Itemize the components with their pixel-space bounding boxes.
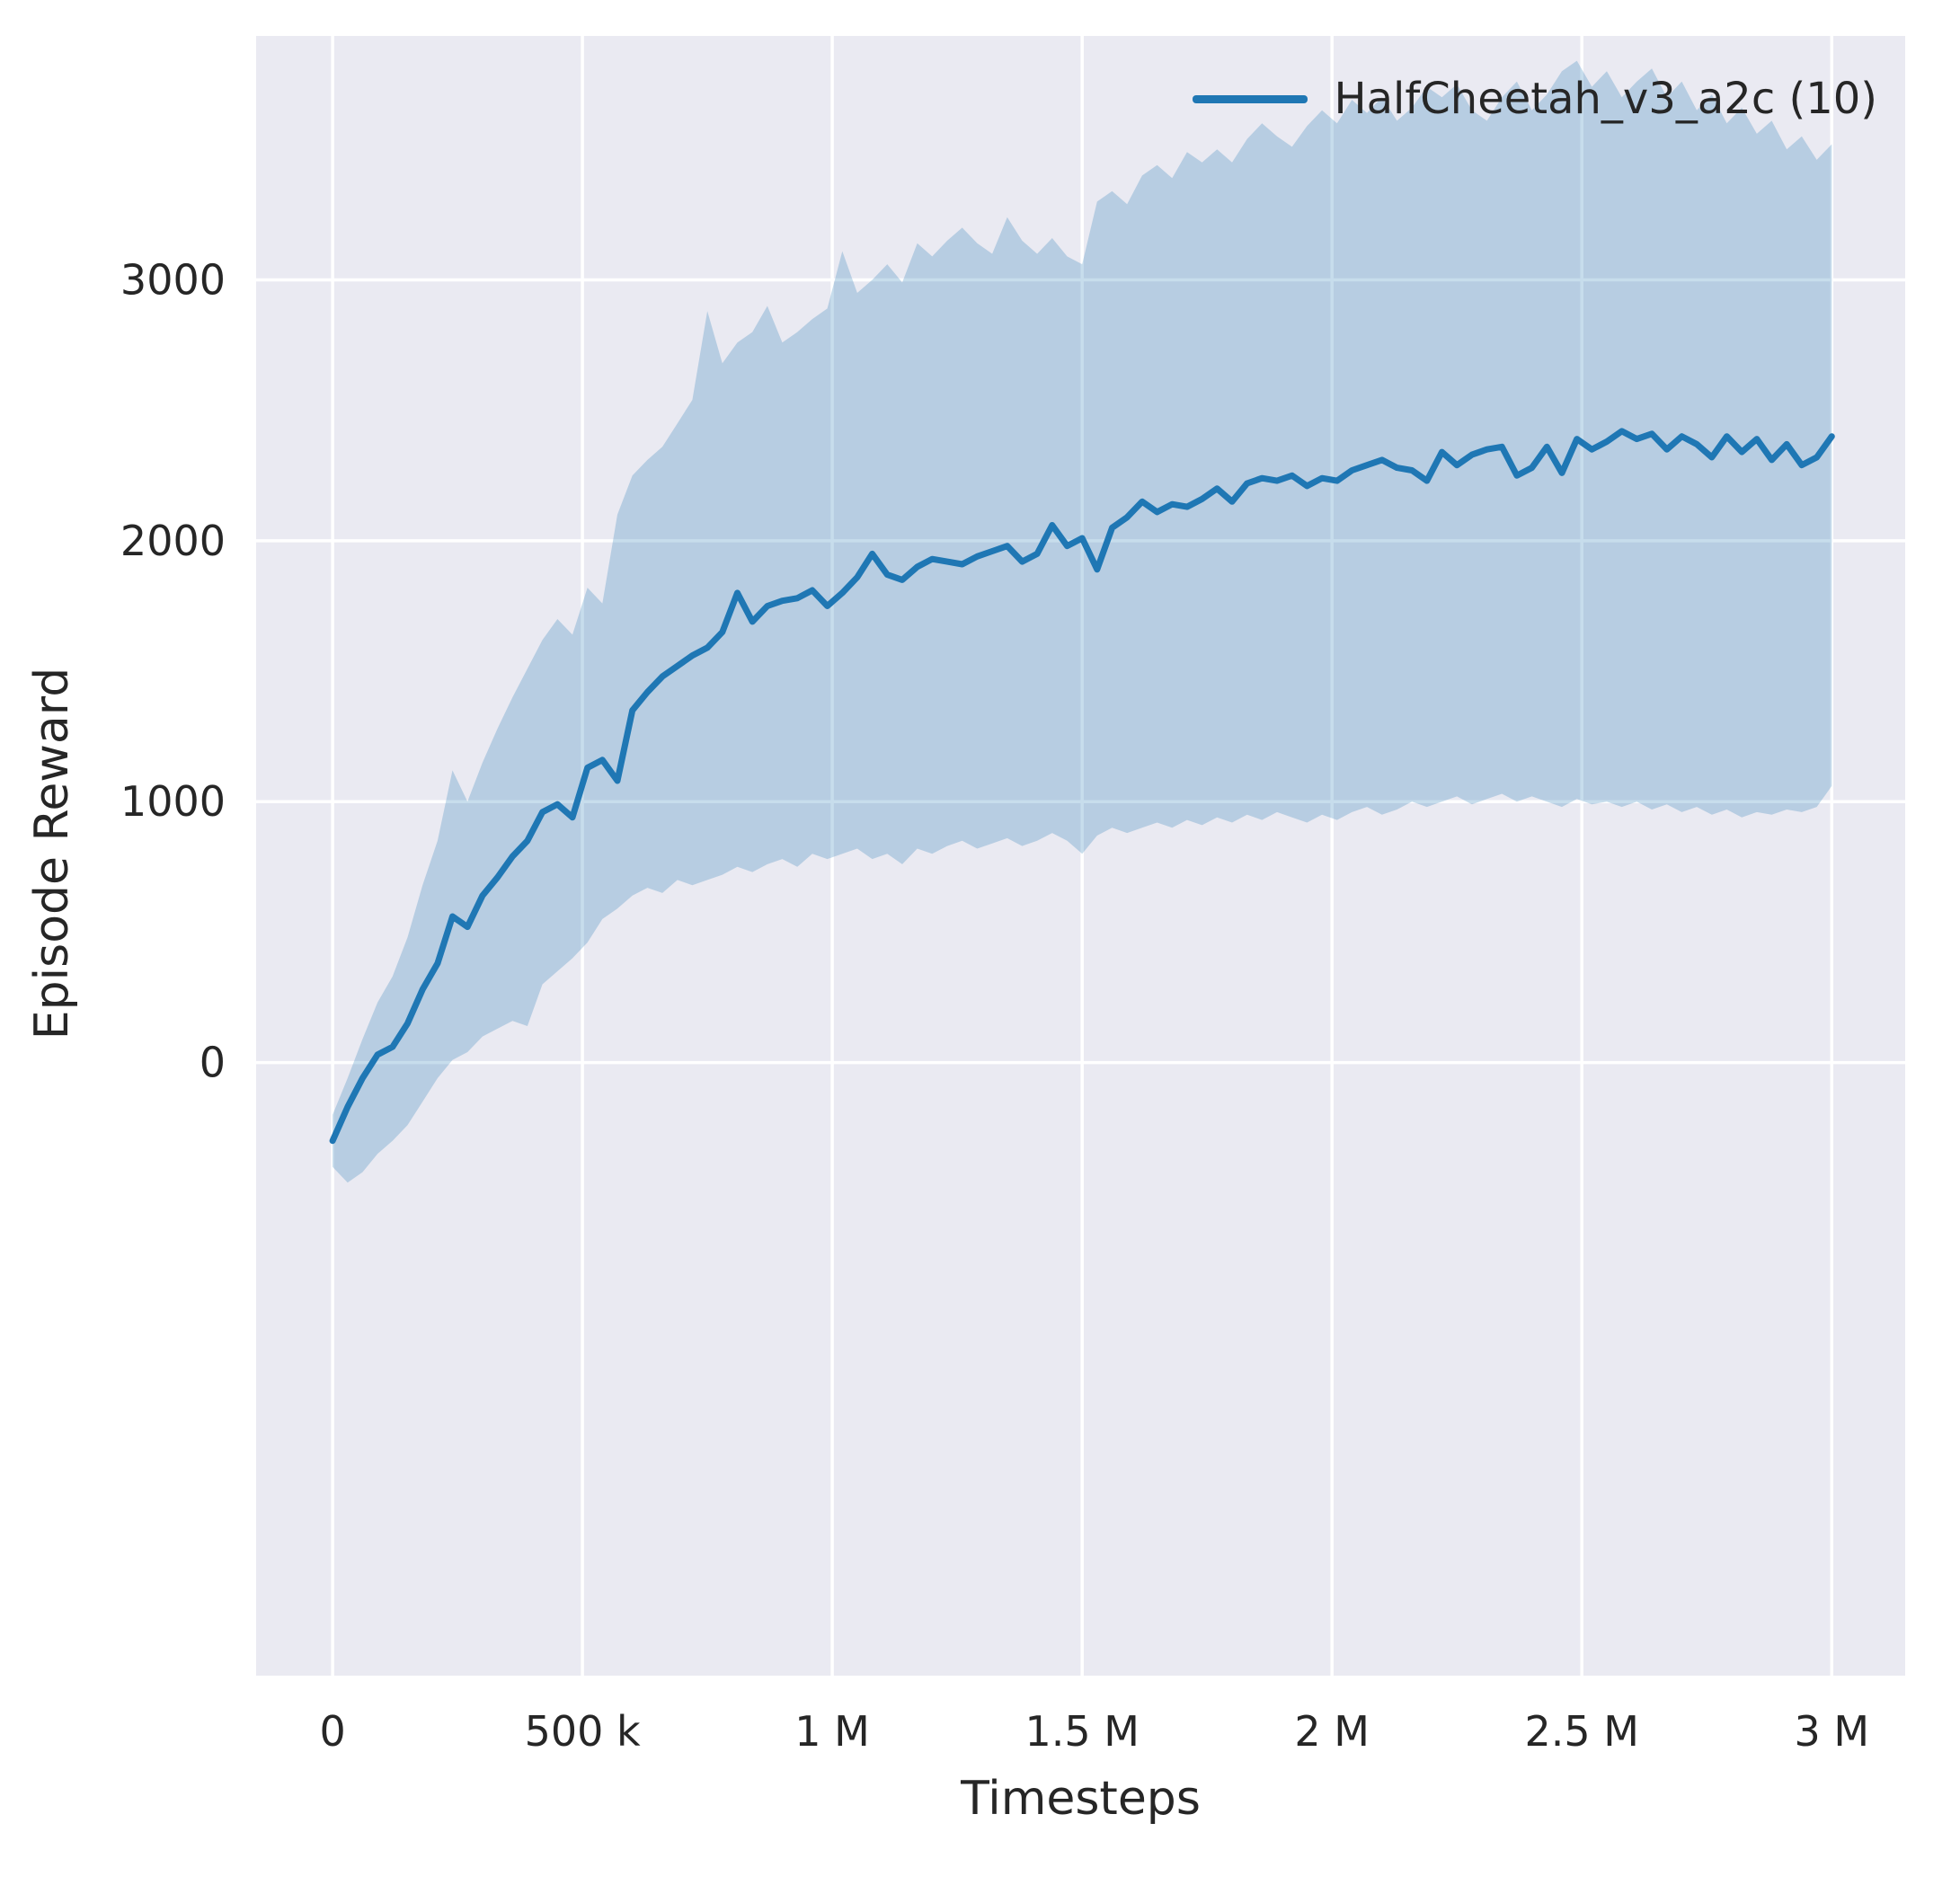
mean-line (329, 428, 1835, 1145)
x-tick-label: 2 M (1294, 1707, 1370, 1756)
confidence-band (333, 60, 1832, 1183)
y-tick-label: 2000 (120, 517, 226, 565)
y-tick-label: 0 (200, 1039, 226, 1087)
x-axis-label: Timesteps (961, 1772, 1201, 1826)
y-axis-label: Episode Reward (25, 667, 79, 1040)
legend-line-sample (1192, 94, 1308, 103)
x-tick-label: 1.5 M (1024, 1707, 1139, 1756)
x-tick-label: 3 M (1795, 1707, 1870, 1756)
y-tick-label: 1000 (120, 777, 226, 826)
x-tick-label: 2.5 M (1524, 1707, 1638, 1756)
y-tick-label: 3000 (120, 256, 226, 305)
x-tick-label: 500 k (525, 1707, 641, 1756)
legend: HalfCheetah_v3_a2c (10) (1192, 74, 1877, 124)
x-tick-label: 1 M (794, 1707, 870, 1756)
x-tick-label: 0 (319, 1707, 345, 1756)
legend-label: HalfCheetah_v3_a2c (10) (1334, 74, 1877, 124)
